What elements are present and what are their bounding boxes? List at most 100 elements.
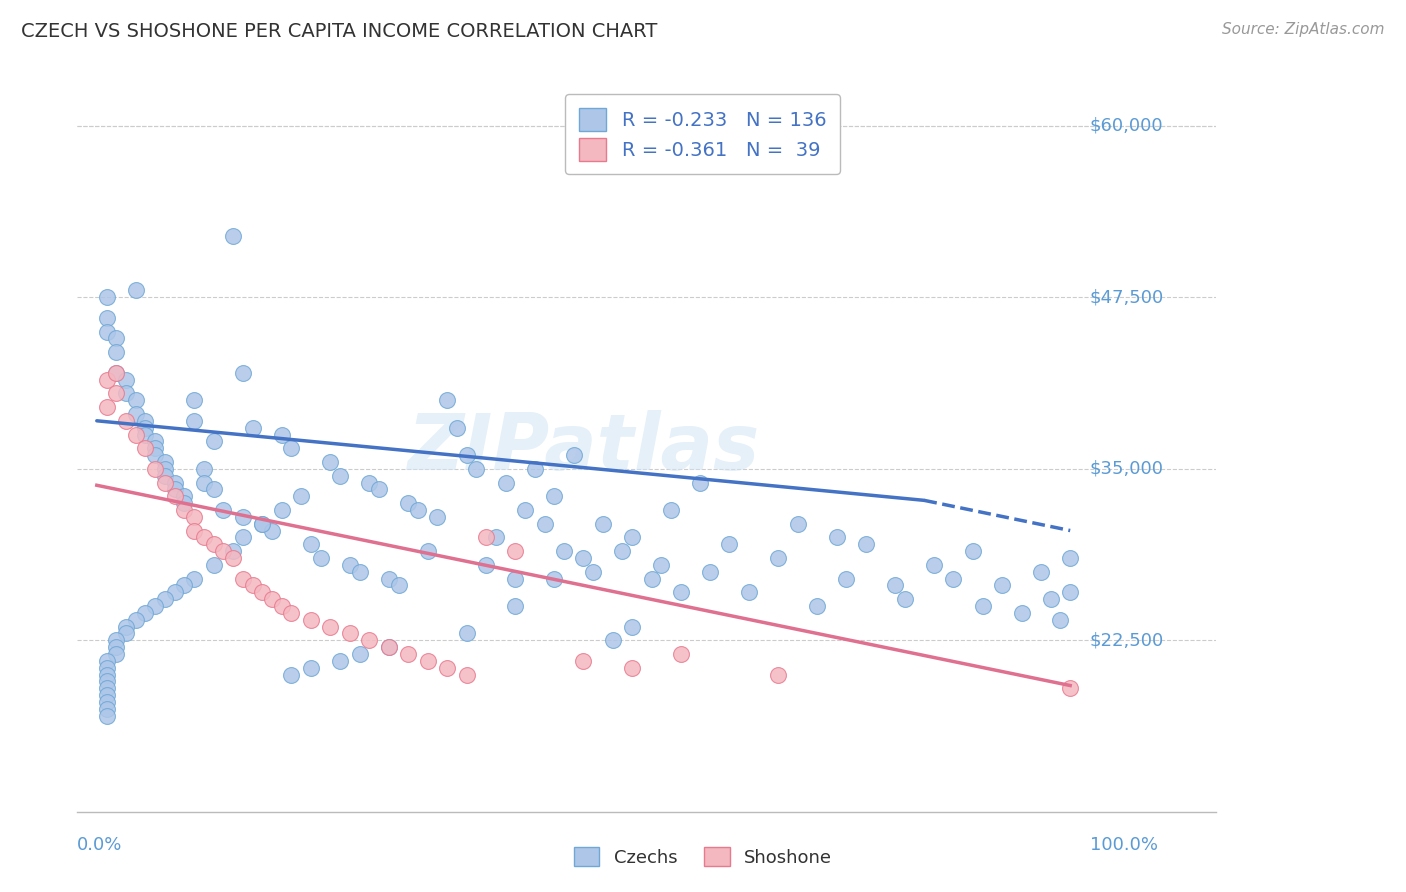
- Point: [260, 592, 283, 607]
- Point: [212, 503, 235, 517]
- Point: [972, 599, 994, 613]
- Point: [115, 373, 138, 387]
- Point: [738, 585, 761, 599]
- Legend: Czechs, Shoshone: Czechs, Shoshone: [567, 840, 839, 874]
- Point: [640, 572, 662, 586]
- Text: $35,000: $35,000: [1090, 459, 1164, 478]
- Point: [612, 544, 634, 558]
- Point: [232, 572, 254, 586]
- Point: [183, 414, 205, 428]
- Point: [105, 633, 128, 648]
- Point: [669, 585, 692, 599]
- Point: [436, 661, 458, 675]
- Point: [183, 393, 205, 408]
- Point: [309, 551, 332, 566]
- Point: [1059, 585, 1081, 599]
- Point: [173, 503, 195, 517]
- Point: [893, 592, 915, 607]
- Point: [319, 455, 342, 469]
- Text: Source: ZipAtlas.com: Source: ZipAtlas.com: [1222, 22, 1385, 37]
- Point: [329, 654, 352, 668]
- Point: [1059, 551, 1081, 566]
- Point: [96, 688, 118, 702]
- Point: [143, 462, 166, 476]
- Point: [359, 633, 381, 648]
- Point: [183, 524, 205, 538]
- Point: [669, 647, 692, 661]
- Point: [134, 414, 156, 428]
- Point: [436, 393, 458, 408]
- Point: [143, 448, 166, 462]
- Point: [163, 475, 186, 490]
- Point: [456, 667, 478, 681]
- Point: [96, 681, 118, 696]
- Point: [621, 661, 644, 675]
- Point: [96, 708, 118, 723]
- Point: [105, 386, 128, 401]
- Point: [193, 530, 215, 544]
- Point: [1011, 606, 1033, 620]
- Point: [105, 331, 128, 345]
- Point: [884, 578, 907, 592]
- Point: [96, 310, 118, 325]
- Point: [465, 462, 488, 476]
- Point: [202, 434, 225, 449]
- Point: [115, 619, 138, 633]
- Point: [368, 483, 391, 497]
- Point: [96, 400, 118, 414]
- Point: [242, 578, 264, 592]
- Point: [202, 537, 225, 551]
- Point: [349, 565, 371, 579]
- Point: [602, 633, 624, 648]
- Point: [183, 509, 205, 524]
- Point: [1029, 565, 1052, 579]
- Point: [942, 572, 965, 586]
- Point: [153, 475, 176, 490]
- Point: [96, 661, 118, 675]
- Point: [766, 551, 789, 566]
- Point: [143, 599, 166, 613]
- Point: [475, 530, 498, 544]
- Point: [378, 640, 401, 654]
- Point: [806, 599, 828, 613]
- Point: [134, 420, 156, 434]
- Point: [495, 475, 517, 490]
- Point: [222, 551, 245, 566]
- Point: [134, 442, 156, 455]
- Point: [572, 654, 595, 668]
- Point: [1059, 681, 1081, 696]
- Point: [485, 530, 508, 544]
- Point: [242, 420, 264, 434]
- Point: [426, 509, 449, 524]
- Legend: R = -0.233   N = 136, R = -0.361   N =  39: R = -0.233 N = 136, R = -0.361 N = 39: [565, 95, 839, 174]
- Point: [105, 366, 128, 380]
- Point: [359, 475, 381, 490]
- Point: [621, 619, 644, 633]
- Point: [125, 613, 148, 627]
- Point: [650, 558, 672, 572]
- Point: [329, 468, 352, 483]
- Point: [202, 558, 225, 572]
- Point: [270, 427, 292, 442]
- Point: [96, 654, 118, 668]
- Point: [456, 448, 478, 462]
- Point: [222, 228, 245, 243]
- Point: [143, 442, 166, 455]
- Point: [125, 407, 148, 421]
- Point: [475, 558, 498, 572]
- Point: [290, 489, 312, 503]
- Point: [270, 503, 292, 517]
- Point: [153, 468, 176, 483]
- Point: [260, 524, 283, 538]
- Point: [416, 654, 439, 668]
- Point: [396, 496, 419, 510]
- Point: [193, 462, 215, 476]
- Point: [319, 619, 342, 633]
- Point: [699, 565, 721, 579]
- Point: [173, 578, 195, 592]
- Text: 100.0%: 100.0%: [1090, 837, 1157, 855]
- Point: [125, 427, 148, 442]
- Point: [232, 366, 254, 380]
- Point: [553, 544, 575, 558]
- Point: [1039, 592, 1062, 607]
